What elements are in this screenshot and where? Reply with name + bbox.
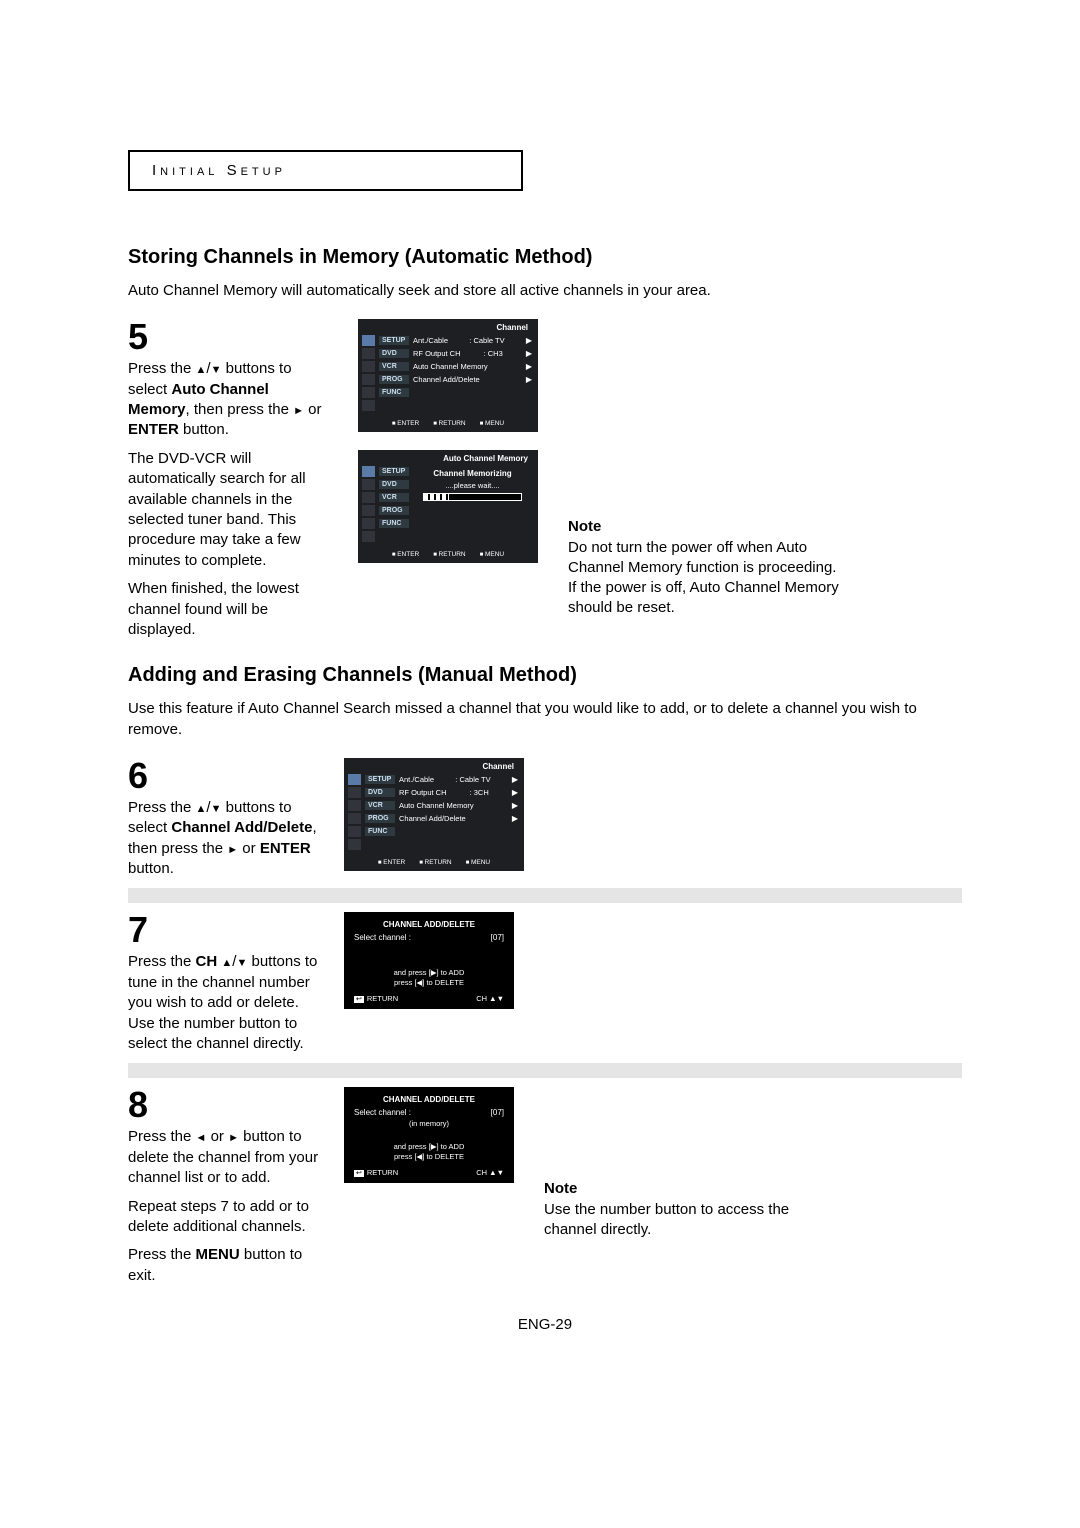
grid-icon bbox=[362, 400, 375, 411]
step5-number: 5 bbox=[128, 319, 328, 355]
title-manual-method: Adding and Erasing Channels (Manual Meth… bbox=[128, 664, 962, 687]
step8-row: 8 Press the or button to delete the chan… bbox=[128, 1087, 514, 1286]
osd-channel-menu-2: Channel SETUPAnt./Cable: Cable TV▶ DVDRF… bbox=[344, 758, 524, 871]
note-1: Note Do not turn the power off when Auto… bbox=[568, 517, 848, 618]
func-icon bbox=[362, 518, 375, 529]
osd-add-delete-2: CHANNEL ADD/DELETE Select channel :[07] … bbox=[344, 1087, 514, 1183]
down-icon bbox=[236, 953, 247, 970]
page-number: ENG-29 bbox=[128, 1316, 962, 1333]
osd-auto-memory-progress: Auto Channel Memory SETUP DVD VCR PROG F… bbox=[358, 450, 538, 563]
left-icon bbox=[196, 1128, 207, 1145]
step5-row: 5 Press the / buttons to select Auto Cha… bbox=[128, 319, 962, 640]
step6-row: 6 Press the / buttons to select Channel … bbox=[128, 758, 962, 880]
up-icon bbox=[196, 799, 207, 816]
step5-para1: Press the / buttons to select Auto Chann… bbox=[128, 359, 328, 441]
return-icon: RETURN bbox=[354, 994, 398, 1003]
osd-footer: ENTER RETURN MENU bbox=[344, 855, 524, 871]
osd-channel-menu: Channel SETUPAnt./Cable: Cable TV▶ DVDRF… bbox=[358, 319, 538, 432]
gear-icon bbox=[362, 335, 375, 346]
grid-icon bbox=[362, 531, 375, 542]
step8-text: 8 Press the or button to delete the chan… bbox=[128, 1087, 328, 1286]
grid-icon bbox=[348, 839, 361, 850]
lead-auto-memory: Auto Channel Memory will automatically s… bbox=[128, 281, 962, 301]
section-header-text: Initial Setup bbox=[152, 162, 499, 179]
step5-para2: The DVD-VCR will automatically search fo… bbox=[128, 449, 328, 571]
clock-icon bbox=[348, 813, 361, 824]
step6-text: 6 Press the / buttons to select Channel … bbox=[128, 758, 328, 880]
step5-para3: When finished, the lowest channel found … bbox=[128, 579, 328, 640]
title-storing-channels: Storing Channels in Memory (Automatic Me… bbox=[128, 246, 962, 269]
up-icon bbox=[221, 953, 232, 970]
clock-icon bbox=[362, 374, 375, 385]
vcr-icon bbox=[362, 361, 375, 372]
step7-row: 7 Press the CH / buttons to tune in the … bbox=[128, 912, 962, 1054]
func-icon bbox=[348, 826, 361, 837]
clock-icon bbox=[362, 505, 375, 516]
down-icon bbox=[211, 799, 222, 816]
lead-manual: Use this feature if Auto Channel Search … bbox=[128, 699, 962, 740]
manual-page: Initial Setup Storing Channels in Memory… bbox=[0, 0, 1080, 1528]
right-icon bbox=[293, 401, 304, 418]
progress-bar bbox=[423, 493, 522, 501]
vcr-icon bbox=[348, 800, 361, 811]
right-icon bbox=[228, 1128, 239, 1145]
func-icon bbox=[362, 387, 375, 398]
gear-icon bbox=[362, 466, 375, 477]
disc-icon bbox=[362, 348, 375, 359]
vcr-icon bbox=[362, 492, 375, 503]
divider bbox=[128, 1063, 962, 1078]
osd-add-delete-1: CHANNEL ADD/DELETE Select channel :[07] … bbox=[344, 912, 514, 1009]
divider bbox=[128, 888, 962, 903]
step5-screens: Channel SETUPAnt./Cable: Cable TV▶ DVDRF… bbox=[358, 319, 538, 563]
section-header-box: Initial Setup bbox=[128, 150, 523, 191]
step7-text: 7 Press the CH / buttons to tune in the … bbox=[128, 912, 328, 1054]
gear-icon bbox=[348, 774, 361, 785]
step5-text: 5 Press the / buttons to select Auto Cha… bbox=[128, 319, 328, 640]
disc-icon bbox=[348, 787, 361, 798]
right-icon bbox=[227, 840, 238, 857]
up-icon bbox=[196, 360, 207, 377]
return-icon: RETURN bbox=[354, 1168, 398, 1177]
disc-icon bbox=[362, 479, 375, 490]
osd-footer: ENTER RETURN MENU bbox=[358, 416, 538, 432]
down-icon bbox=[211, 360, 222, 377]
osd-footer: ENTER RETURN MENU bbox=[358, 547, 538, 563]
note-2: Note Use the number button to access the… bbox=[544, 1179, 804, 1240]
